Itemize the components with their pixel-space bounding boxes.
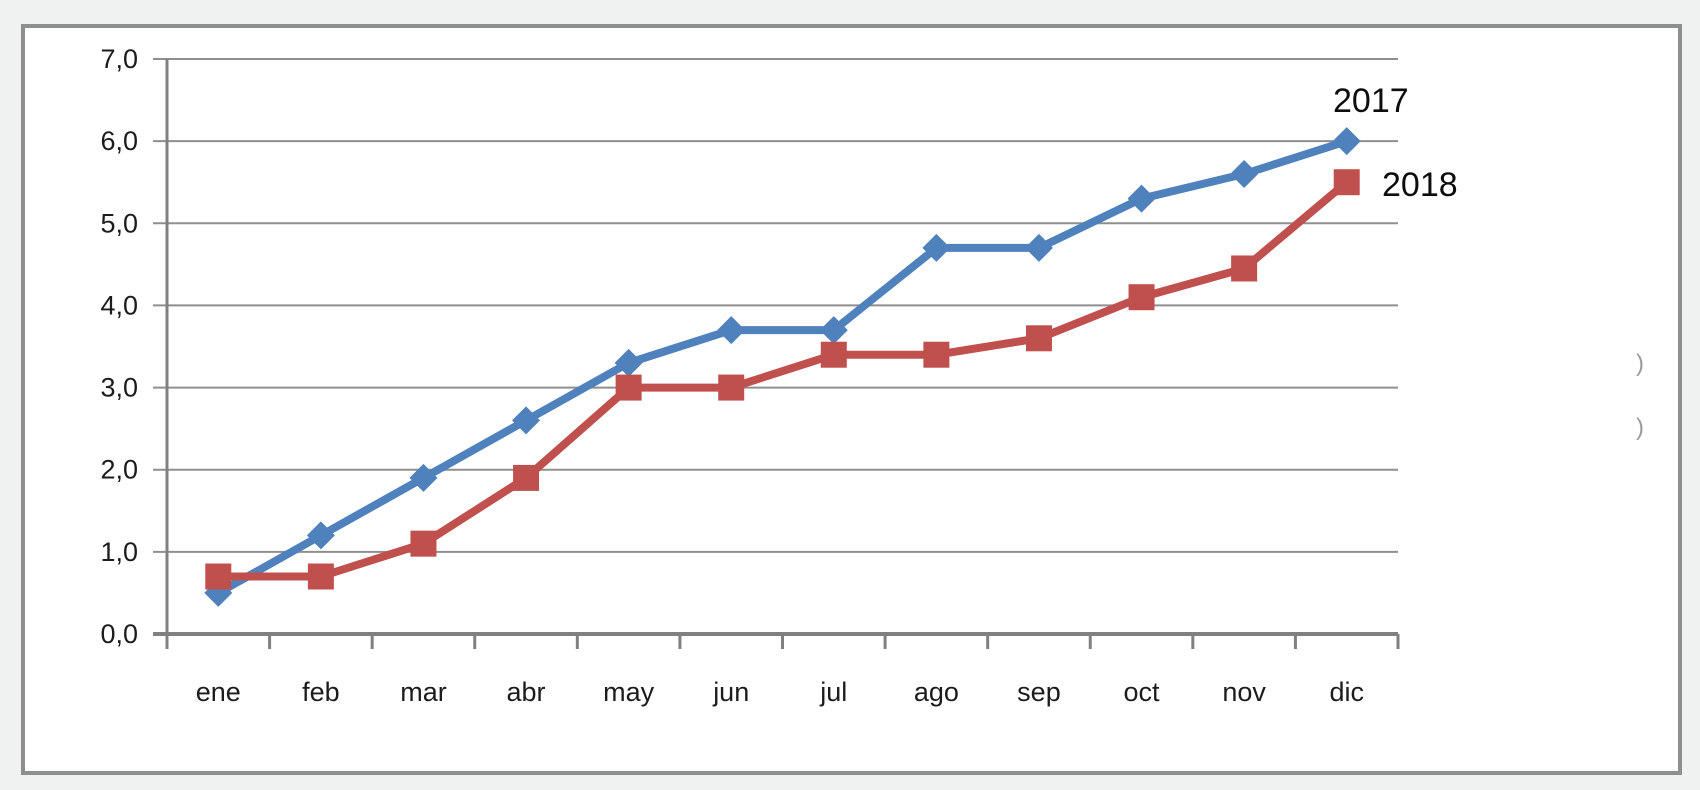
x-tick-label: feb xyxy=(302,677,340,707)
y-tick-label: 3,0 xyxy=(100,373,138,403)
series-label-2017: 2017 xyxy=(1333,82,1409,120)
series-label-2018: 2018 xyxy=(1382,166,1458,204)
marker-2018 xyxy=(1231,255,1258,282)
marker-2018 xyxy=(513,464,540,491)
series-line-2018 xyxy=(214,178,1351,581)
marker-2017 xyxy=(819,316,848,345)
x-tick-label: oct xyxy=(1124,677,1161,707)
marker-2018 xyxy=(820,341,847,368)
x-tick-label: jun xyxy=(712,677,749,707)
chart-frame xyxy=(21,24,1682,775)
x-tick-label: may xyxy=(603,677,655,707)
marker-2017 xyxy=(1230,160,1259,188)
marker-2018 xyxy=(615,374,642,401)
marker-2018 xyxy=(1025,325,1052,352)
marker-2018 xyxy=(1128,284,1155,311)
marker-2017 xyxy=(922,233,951,262)
marker-2017 xyxy=(512,406,541,435)
x-tick-label: sep xyxy=(1017,677,1061,707)
right-edge-artifact: ) xyxy=(1636,350,1644,377)
marker-2018 xyxy=(307,563,334,590)
marker-2017 xyxy=(1024,233,1053,262)
x-tick-label: abr xyxy=(507,677,546,707)
y-tick-label: 5,0 xyxy=(100,208,138,238)
marker-2018 xyxy=(1333,169,1360,196)
marker-2018 xyxy=(410,530,437,557)
x-tick-label: mar xyxy=(400,677,447,707)
marker-2017 xyxy=(1332,127,1361,156)
x-tick-label: dic xyxy=(1329,677,1364,707)
marker-2018 xyxy=(923,341,950,368)
marker-2017 xyxy=(306,521,335,550)
marker-2017 xyxy=(614,348,643,377)
marker-2017 xyxy=(717,316,746,345)
y-tick-label: 4,0 xyxy=(100,290,138,320)
marker-2018 xyxy=(205,563,232,590)
right-edge-artifact: ) xyxy=(1636,414,1644,441)
marker-2017 xyxy=(1127,184,1156,213)
x-tick-label: jul xyxy=(819,677,847,707)
y-tick-label: 0,0 xyxy=(100,619,138,649)
series-line-2017 xyxy=(214,137,1351,597)
marker-2017 xyxy=(409,463,438,492)
x-tick-label: nov xyxy=(1222,677,1266,707)
marker-2018 xyxy=(718,374,745,401)
y-tick-label: 1,0 xyxy=(100,537,138,567)
y-tick-label: 6,0 xyxy=(100,126,138,156)
y-tick-label: 7,0 xyxy=(100,44,138,74)
y-tick-label: 2,0 xyxy=(100,455,138,485)
x-tick-label: ene xyxy=(196,677,241,707)
x-tick-label: ago xyxy=(914,677,959,707)
